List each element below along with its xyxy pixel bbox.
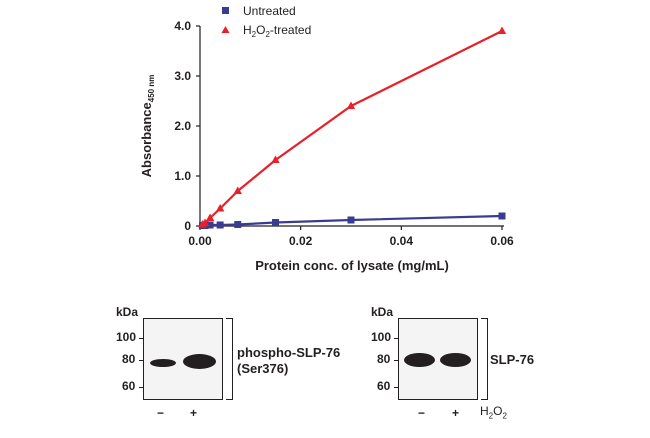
right-marker-80: 80: [377, 352, 391, 366]
left-blot-label: phospho-SLP-76 (Ser376): [237, 345, 341, 376]
x-axis-label: Protein conc. of lysate (mg/mL): [255, 258, 449, 273]
left-marker-tick-60: [139, 387, 144, 388]
left-lane-plus: +: [190, 406, 198, 420]
left-blot-bracket: [226, 318, 233, 400]
right-marker-60: 60: [377, 379, 391, 393]
right-marker-tick-100: [394, 338, 399, 339]
right-blot-bracket: [481, 318, 488, 400]
legend-marker-untreated: [222, 7, 229, 14]
y-axis-label-subscript: 450 nm: [147, 75, 156, 103]
right-treatment-label: H2O2: [480, 404, 507, 421]
left-marker-100: 100: [116, 330, 137, 344]
right-band-untreated: [404, 353, 435, 367]
y-tick-label: 0: [184, 219, 191, 233]
x-tick-label: 0.06: [490, 234, 514, 248]
y-tick-label: 3.0: [174, 69, 191, 83]
x-tick-label: 0.00: [188, 234, 212, 248]
x-tick-group: 0.00 0.02 0.04 0.06: [188, 226, 514, 248]
data-point-untreated: [272, 219, 279, 226]
data-point-h2o2: [233, 186, 242, 194]
right-marker-100: 100: [371, 330, 392, 344]
left-marker-80: 80: [122, 352, 136, 366]
right-blot-label: SLP-76: [490, 352, 535, 367]
y-tick-label: 4.0: [174, 19, 191, 33]
left-band-treated: [183, 354, 216, 369]
legend-marker-h2o2: [221, 26, 230, 33]
left-kda-label: kDa: [116, 305, 139, 319]
right-blot-image: [398, 318, 478, 400]
data-point-h2o2: [346, 101, 356, 109]
right-marker-tick-80: [394, 360, 399, 361]
data-point-untreated: [498, 212, 506, 220]
left-band-untreated: [150, 359, 176, 367]
legend: Untreated H2O2-treated: [221, 4, 311, 39]
right-lane-minus: −: [418, 406, 426, 420]
y-tick-label: 2.0: [174, 119, 191, 133]
legend-label-h2o2: H2O2-treated: [243, 23, 311, 39]
left-marker-60: 60: [122, 379, 136, 393]
left-marker-tick-80: [139, 360, 144, 361]
y-tick-group: 0 1.0 2.0 3.0 4.0: [174, 19, 200, 233]
data-point-untreated: [216, 221, 224, 229]
data-point-h2o2: [497, 26, 507, 34]
right-marker-tick-60: [394, 387, 399, 388]
y-axis-label: Absorbance450 nm: [139, 75, 156, 178]
data-point-h2o2: [215, 204, 225, 212]
right-kda-label: kDa: [371, 305, 394, 319]
legend-label-untreated: Untreated: [243, 4, 296, 18]
data-point-h2o2: [200, 218, 210, 226]
left-lane-minus: −: [157, 406, 165, 420]
left-blot-image: [143, 318, 223, 400]
y-axis-label-main: Absorbance: [139, 102, 154, 177]
data-point-untreated: [234, 221, 242, 228]
data-point-untreated: [206, 221, 214, 229]
data-point-untreated: [347, 216, 355, 224]
right-band-treated: [440, 353, 471, 367]
series-line-1: [201, 30, 503, 226]
y-tick-label: 1.0: [174, 169, 191, 183]
series-layer: [198, 26, 507, 229]
data-point-h2o2: [205, 213, 215, 221]
right-lane-plus: +: [452, 406, 460, 420]
data-point-h2o2: [271, 155, 280, 163]
x-tick-label: 0.02: [289, 234, 313, 248]
left-marker-tick-100: [139, 338, 144, 339]
elisa-line-chart: 0 1.0 2.0 3.0 4.0 0.00 0.02 0.04 0.06 Protein c…: [139, 4, 514, 273]
x-tick-label: 0.04: [390, 234, 414, 248]
